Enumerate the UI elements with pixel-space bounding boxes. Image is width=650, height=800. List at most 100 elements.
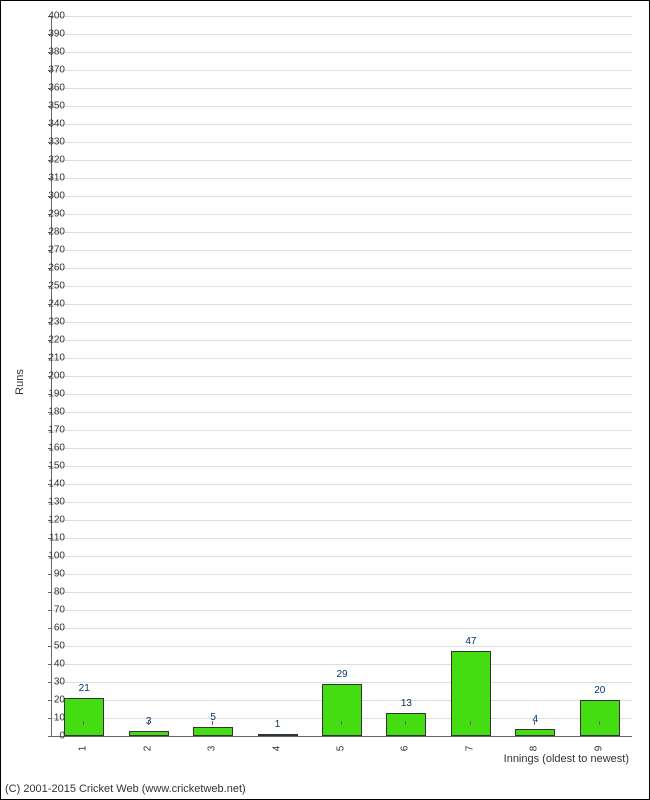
gridline (52, 574, 632, 575)
bar-value-label: 21 (79, 683, 90, 694)
y-tick-label: 380 (35, 47, 65, 58)
gridline (52, 520, 632, 521)
y-tick-label: 50 (35, 641, 65, 652)
x-tick-label: 1 (78, 746, 89, 752)
y-tick-label: 220 (35, 335, 65, 346)
y-tick-label: 280 (35, 227, 65, 238)
gridline (52, 358, 632, 359)
x-tick-label: 3 (207, 746, 218, 752)
bar-value-label: 29 (336, 669, 347, 680)
gridline (52, 16, 632, 17)
y-tick-label: 120 (35, 515, 65, 526)
y-tick-label: 10 (35, 713, 65, 724)
y-tick-label: 130 (35, 497, 65, 508)
x-tick-label: 8 (529, 746, 540, 752)
y-tick-label: 70 (35, 605, 65, 616)
y-tick-label: 240 (35, 299, 65, 310)
y-tick-label: 320 (35, 155, 65, 166)
gridline (52, 214, 632, 215)
gridline (52, 502, 632, 503)
gridline (52, 124, 632, 125)
gridline (52, 160, 632, 161)
y-tick-label: 190 (35, 389, 65, 400)
x-tick-label: 7 (464, 746, 475, 752)
x-tick-mark (534, 721, 535, 725)
bar-value-label: 47 (465, 636, 476, 647)
gridline (52, 376, 632, 377)
gridline (52, 592, 632, 593)
gridline (52, 304, 632, 305)
gridline (52, 322, 632, 323)
y-tick-label: 110 (35, 533, 65, 544)
x-tick-label: 5 (336, 746, 347, 752)
x-tick-mark (599, 721, 600, 725)
gridline (52, 610, 632, 611)
plot-area: 21351291347420 (51, 16, 632, 737)
copyright-footer: (C) 2001-2015 Cricket Web (www.cricketwe… (5, 783, 246, 795)
bar (258, 734, 298, 736)
bar (64, 698, 104, 736)
bar (580, 700, 620, 736)
y-tick-label: 170 (35, 425, 65, 436)
y-tick-label: 0 (35, 731, 65, 742)
gridline (52, 556, 632, 557)
y-tick-label: 40 (35, 659, 65, 670)
bar (193, 727, 233, 736)
x-tick-label: 9 (593, 746, 604, 752)
gridline (52, 178, 632, 179)
y-tick-label: 80 (35, 587, 65, 598)
gridline (52, 250, 632, 251)
x-tick-mark (405, 721, 406, 725)
x-tick-mark (341, 721, 342, 725)
y-tick-label: 270 (35, 245, 65, 256)
bar (129, 731, 169, 736)
x-tick-mark (148, 721, 149, 725)
y-tick-label: 30 (35, 677, 65, 688)
y-tick-label: 350 (35, 101, 65, 112)
gridline (52, 412, 632, 413)
gridline (52, 70, 632, 71)
gridline (52, 664, 632, 665)
bar-value-label: 13 (401, 698, 412, 709)
x-tick-label: 4 (271, 746, 282, 752)
x-tick-mark (277, 721, 278, 725)
y-tick-label: 200 (35, 371, 65, 382)
y-tick-label: 330 (35, 137, 65, 148)
gridline (52, 646, 632, 647)
gridline (52, 52, 632, 53)
y-tick-label: 360 (35, 83, 65, 94)
x-tick-mark (83, 721, 84, 725)
y-tick-label: 160 (35, 443, 65, 454)
gridline (52, 484, 632, 485)
y-tick-label: 290 (35, 209, 65, 220)
y-tick-label: 310 (35, 173, 65, 184)
y-tick-label: 210 (35, 353, 65, 364)
gridline (52, 448, 632, 449)
gridline (52, 538, 632, 539)
gridline (52, 340, 632, 341)
y-tick-label: 300 (35, 191, 65, 202)
gridline (52, 196, 632, 197)
x-tick-mark (470, 721, 471, 725)
y-tick-label: 370 (35, 65, 65, 76)
x-tick-label: 6 (400, 746, 411, 752)
y-tick-label: 250 (35, 281, 65, 292)
bar (322, 684, 362, 736)
y-tick-label: 340 (35, 119, 65, 130)
gridline (52, 286, 632, 287)
y-axis-title: Runs (14, 369, 26, 395)
y-tick-label: 260 (35, 263, 65, 274)
gridline (52, 106, 632, 107)
y-tick-label: 90 (35, 569, 65, 580)
gridline (52, 466, 632, 467)
bar-value-label: 20 (594, 685, 605, 696)
chart-container: 21351291347420 Runs Innings (oldest to n… (0, 0, 650, 800)
x-tick-label: 2 (142, 746, 153, 752)
y-tick-label: 100 (35, 551, 65, 562)
gridline (52, 34, 632, 35)
gridline (52, 430, 632, 431)
y-tick-label: 150 (35, 461, 65, 472)
gridline (52, 628, 632, 629)
gridline (52, 268, 632, 269)
x-axis-title: Innings (oldest to newest) (504, 753, 629, 765)
